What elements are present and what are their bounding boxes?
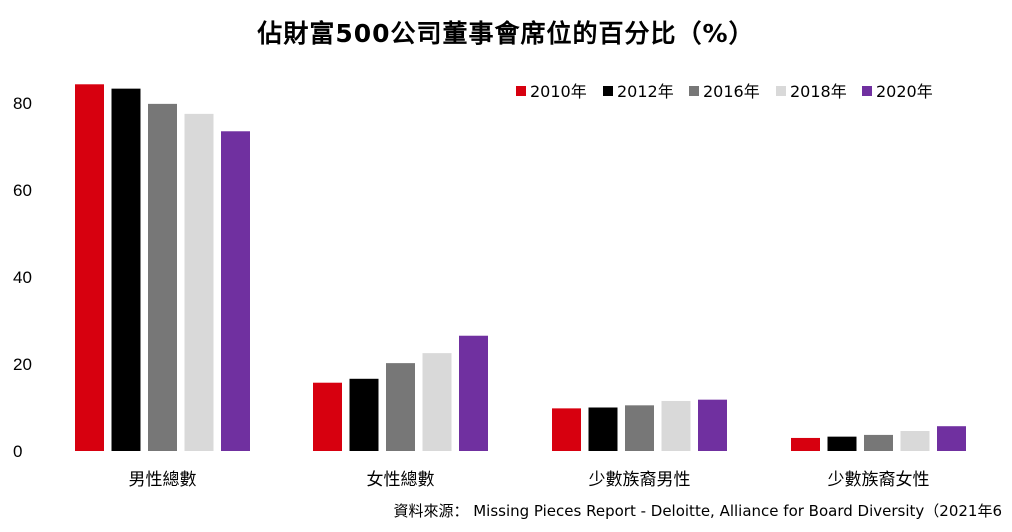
bar [937,426,966,451]
legend-swatch [862,86,872,96]
legend: 2010年 2012年 2016年 2018年 2020年 [516,82,933,101]
bar [111,88,141,452]
category-label: 少數族裔女性 [828,470,930,490]
category-label: 少數族裔男性 [589,470,691,490]
bar [349,378,379,451]
bar-series [75,84,966,452]
y-axis-ticks: 0 20 40 60 80 [13,94,32,461]
bar [184,113,214,451]
bar [148,103,177,452]
legend-swatch [689,86,699,96]
source-note: 資料來源： Missing Pieces Report - Deloitte, … [393,502,1002,520]
legend-swatch [516,86,526,96]
bar [422,353,452,451]
bar [459,335,488,451]
legend-label: 2010年 [530,82,587,101]
chart-title: 佔財富500公司董事會席位的百分比（%） [257,19,755,48]
y-tick-label: 80 [13,94,32,113]
legend-swatch [603,86,613,96]
bar [661,400,691,451]
legend-label: 2016年 [703,82,760,101]
legend-label: 2020年 [876,82,933,101]
y-tick-label: 0 [13,442,22,461]
category-label: 男性總數 [129,470,197,490]
bar [75,84,104,452]
x-axis-category-labels: 男性總數 女性總數 少數族裔男性 少數族裔女性 [129,470,930,490]
legend-label: 2018年 [790,82,847,101]
y-tick-label: 20 [13,355,32,374]
bar [588,407,618,451]
bar [552,408,581,451]
category-label: 女性總數 [367,470,435,490]
legend-label: 2012年 [617,82,674,101]
y-tick-label: 40 [13,268,32,287]
bar [864,434,893,451]
bar [313,382,342,451]
legend-swatch [776,86,786,96]
bar [221,131,250,451]
bar [625,405,654,451]
bar [791,437,820,451]
y-tick-label: 60 [13,181,32,200]
bar [827,436,857,451]
bar [900,430,930,451]
bar [698,399,727,451]
bar [386,363,415,451]
